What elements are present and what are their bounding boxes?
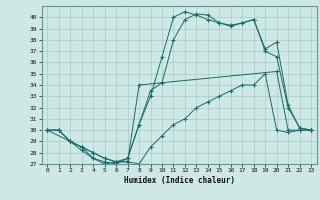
X-axis label: Humidex (Indice chaleur): Humidex (Indice chaleur) bbox=[124, 176, 235, 185]
